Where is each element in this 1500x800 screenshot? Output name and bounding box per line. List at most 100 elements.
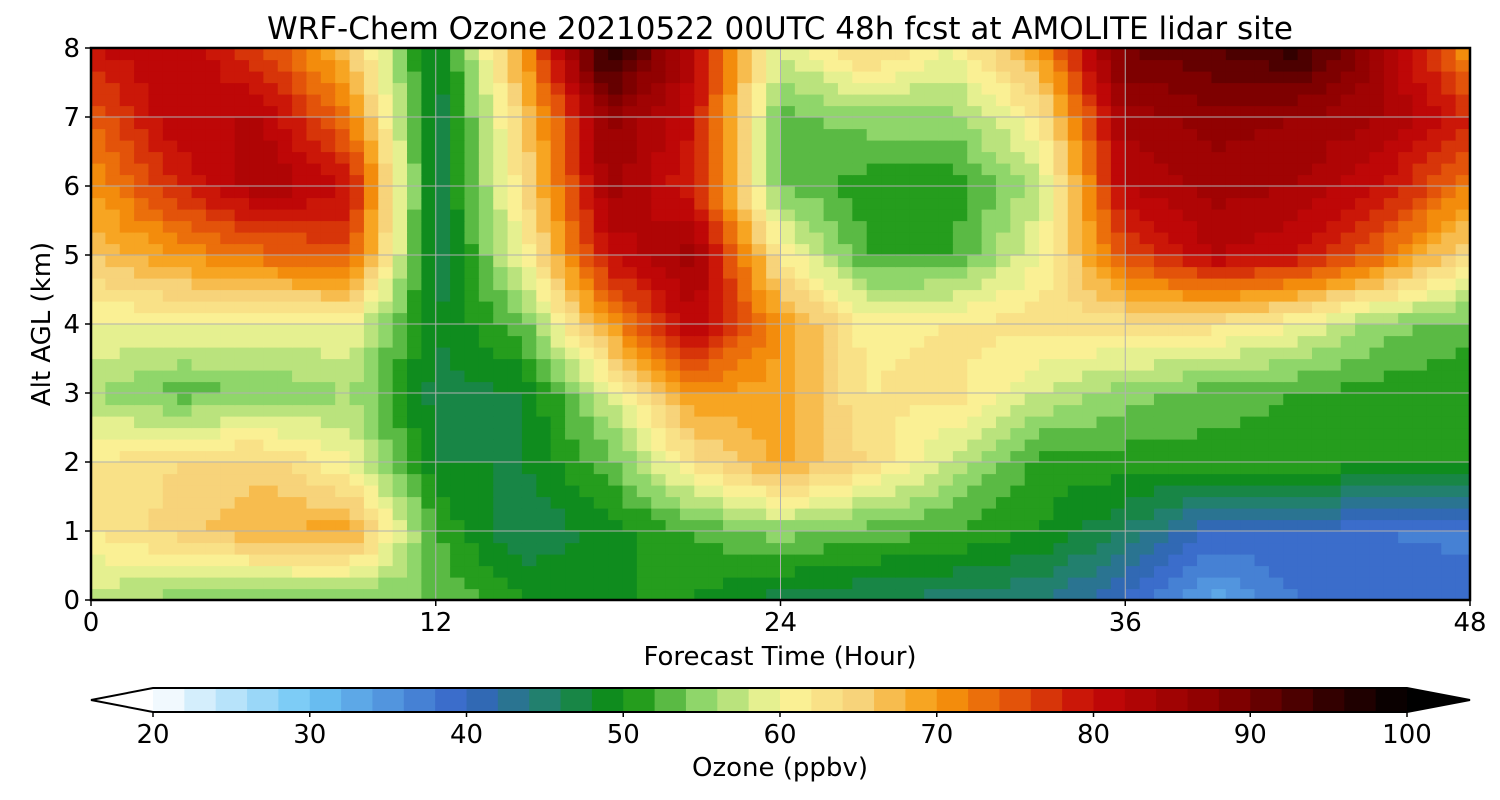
heatmap-cell: [1225, 220, 1241, 233]
heatmap-cell: [967, 450, 983, 463]
heatmap-cell: [766, 71, 782, 84]
heatmap-cell: [1455, 163, 1471, 176]
heatmap-cell: [306, 48, 322, 61]
heatmap-cell: [1412, 542, 1428, 555]
heatmap-cell: [1441, 312, 1457, 325]
heatmap-cell: [1426, 347, 1442, 360]
heatmap-cell: [622, 94, 638, 107]
heatmap-cell: [1441, 255, 1457, 268]
colorbar: [90, 687, 1471, 713]
heatmap-cell: [1369, 473, 1385, 486]
heatmap-cell: [1283, 128, 1299, 141]
heatmap-cell: [579, 427, 595, 440]
heatmap-cell: [435, 301, 451, 314]
colorbar-segment: [403, 688, 436, 712]
heatmap-cell: [679, 140, 695, 153]
heatmap-cell: [1197, 519, 1213, 532]
heatmap-cell: [737, 220, 753, 233]
heatmap-cell: [536, 82, 552, 95]
heatmap-cell: [162, 485, 178, 498]
heatmap-cell: [565, 243, 580, 256]
heatmap-cell: [1283, 485, 1299, 498]
heatmap-cell: [292, 531, 308, 544]
heatmap-cell: [1024, 324, 1040, 337]
heatmap-cell: [292, 358, 308, 371]
heatmap-cell: [766, 370, 782, 383]
heatmap-cell: [608, 404, 624, 417]
heatmap-cell: [579, 128, 595, 141]
heatmap-cell: [249, 554, 264, 567]
heatmap-cell: [1426, 462, 1442, 475]
heatmap-cell: [148, 393, 164, 406]
heatmap-cell: [809, 416, 825, 429]
heatmap-cell: [263, 347, 279, 360]
heatmap-cell: [134, 358, 150, 371]
heatmap-cell: [148, 577, 164, 590]
heatmap-cell: [1283, 542, 1299, 555]
heatmap-cell: [938, 577, 954, 590]
heatmap-cell: [435, 427, 451, 440]
heatmap-cell: [464, 312, 480, 325]
heatmap-cell: [220, 289, 236, 302]
heatmap-cell: [593, 358, 609, 371]
heatmap-cell: [521, 519, 537, 532]
heatmap-cell: [1082, 82, 1098, 95]
heatmap-cell: [694, 554, 710, 567]
heatmap-cell: [1024, 255, 1040, 268]
heatmap-cell: [1110, 117, 1126, 130]
heatmap-cell: [1326, 186, 1342, 199]
heatmap-cell: [162, 542, 178, 555]
heatmap-cell: [780, 105, 796, 118]
heatmap-cell: [306, 186, 322, 199]
heatmap-cell: [608, 289, 624, 302]
heatmap-cell: [981, 496, 997, 509]
heatmap-cell: [148, 347, 164, 360]
heatmap-cell: [119, 174, 135, 187]
heatmap-cell: [823, 381, 839, 394]
heatmap-cell: [1412, 393, 1428, 406]
heatmap-cell: [651, 531, 667, 544]
heatmap-cell: [148, 243, 164, 256]
heatmap-cell: [1369, 174, 1385, 187]
heatmap-cell: [205, 416, 221, 429]
heatmap-cell: [1168, 163, 1184, 176]
heatmap-cell: [1039, 278, 1055, 291]
colorbar-tick-label: 90: [1234, 720, 1267, 750]
heatmap-cell: [263, 94, 279, 107]
heatmap-cell: [1197, 59, 1213, 72]
heatmap-cell: [177, 381, 193, 394]
heatmap-cell: [1010, 416, 1026, 429]
heatmap-cell: [1441, 335, 1457, 348]
heatmap-cell: [1067, 565, 1083, 578]
heatmap-cell: [407, 82, 422, 95]
heatmap-cell: [1096, 71, 1112, 84]
heatmap-cell: [866, 588, 882, 601]
heatmap-cell: [392, 577, 408, 590]
heatmap-cell: [1441, 347, 1457, 360]
heatmap-cell: [421, 450, 437, 463]
heatmap-cell: [1096, 94, 1112, 107]
heatmap-cell: [119, 197, 135, 210]
heatmap-cell: [723, 105, 738, 118]
heatmap-cell: [407, 439, 422, 452]
heatmap-cell: [608, 324, 624, 337]
heatmap-cell: [450, 71, 466, 84]
heatmap-cell: [277, 370, 293, 383]
heatmap-cell: [751, 71, 767, 84]
heatmap-cell: [1053, 565, 1069, 578]
heatmap-cell: [1369, 59, 1385, 72]
heatmap-cell: [421, 94, 437, 107]
heatmap-cell: [1311, 128, 1327, 141]
heatmap-cell: [608, 485, 624, 498]
heatmap-cell: [708, 404, 724, 417]
heatmap-cell: [1125, 128, 1141, 141]
heatmap-cell: [1053, 370, 1069, 383]
heatmap-cell: [1096, 531, 1112, 544]
heatmap-cell: [593, 347, 609, 360]
heatmap-cell: [924, 358, 940, 371]
heatmap-cell: [1225, 94, 1241, 107]
heatmap-cell: [1426, 94, 1442, 107]
heatmap-cell: [679, 565, 695, 578]
heatmap-cell: [1412, 496, 1428, 509]
heatmap-cell: [536, 71, 552, 84]
